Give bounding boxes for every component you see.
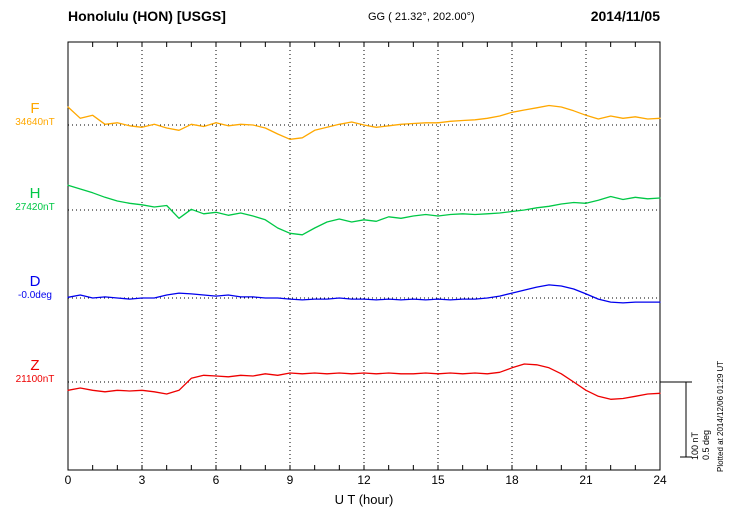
x-tick-label: 3: [138, 473, 146, 487]
series-label-d: D -0.0deg: [4, 273, 66, 302]
series-label-h: H 27420nT: [4, 185, 66, 214]
series-line-h: [67, 184, 661, 236]
x-tick-label: 12: [357, 473, 371, 487]
series-label-z: Z 21100nT: [4, 357, 66, 386]
x-tick-label: 18: [505, 473, 519, 487]
scale-bar-nt-label: 100 nT: [690, 431, 700, 460]
series-line-d: [67, 284, 661, 304]
series-name: Z: [30, 357, 40, 374]
series-baseline-value: 27420nT: [15, 202, 55, 214]
scale-bar-deg-label: 0.5 deg: [701, 429, 711, 460]
geographic-coordinates: GG ( 21.32°, 202.00°): [368, 11, 475, 23]
series-name: H: [29, 185, 41, 202]
x-tick-label: 15: [431, 473, 445, 487]
x-tick-label: 0: [64, 473, 72, 487]
x-tick-label: 21: [579, 473, 593, 487]
page-title: Honolulu (HON) [USGS]: [68, 8, 226, 24]
series-line-f: [67, 104, 661, 140]
series-label-f: F 34640nT: [4, 100, 66, 129]
x-tick-label: 9: [286, 473, 294, 487]
series-baseline-value: 21100nT: [15, 374, 55, 386]
series-line-z: [67, 363, 661, 400]
series-name: F: [30, 100, 40, 117]
x-tick-label: 24: [653, 473, 667, 487]
series-baseline-value: 34640nT: [15, 117, 55, 129]
x-axis-title: U T (hour): [334, 492, 394, 507]
observation-date: 2014/11/05: [590, 8, 660, 24]
series-name: D: [29, 273, 41, 290]
series-baseline-value: -0.0deg: [18, 290, 52, 302]
plotted-at-timestamp: Plotted at 2014/12/06 01:29 UT: [716, 360, 725, 472]
x-tick-label: 6: [212, 473, 220, 487]
